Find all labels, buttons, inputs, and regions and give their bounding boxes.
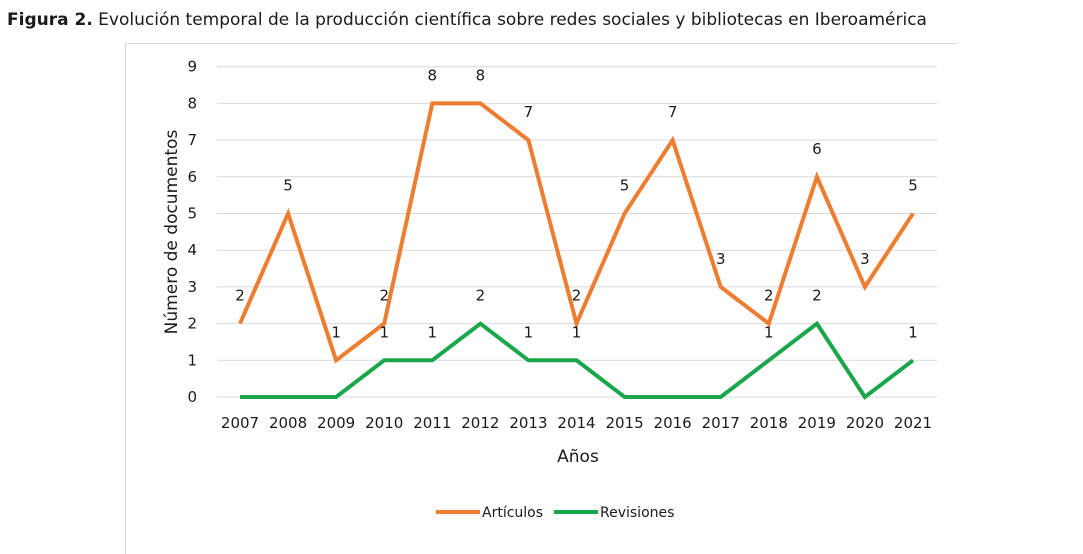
- y-axis-title: Número de documentos: [162, 130, 182, 335]
- data-label-articulos: 2: [235, 287, 245, 305]
- data-label-articulos: 5: [283, 177, 293, 195]
- x-tick-label: 2021: [894, 414, 932, 432]
- series-line-revisiones: [240, 320, 915, 400]
- y-tick-label: 6: [187, 168, 197, 186]
- x-tick-label: 2016: [654, 414, 692, 432]
- data-label-articulos: 3: [716, 250, 726, 268]
- x-tick-label: 2009: [317, 414, 355, 432]
- figure-caption-text: Evolución temporal de la producción cien…: [92, 10, 927, 30]
- x-tick-label: 2010: [365, 414, 403, 432]
- data-label-articulos: 7: [524, 103, 534, 121]
- data-label-revisiones: 1: [379, 323, 389, 341]
- x-tick-label: 2011: [413, 414, 451, 432]
- series-line-articulos: [238, 101, 915, 364]
- y-tick-label: 2: [187, 315, 197, 333]
- x-tick-label: 2019: [798, 414, 836, 432]
- x-tick-label: 2014: [557, 414, 595, 432]
- figure-caption: Figura 2. Evolución temporal de la produ…: [7, 10, 927, 30]
- data-label-revisiones: 1: [764, 323, 774, 341]
- x-tick-label: 2012: [461, 414, 499, 432]
- x-tick-label: 2007: [221, 414, 259, 432]
- data-label-revisiones: 1: [572, 323, 582, 341]
- data-label-revisiones: 1: [428, 323, 438, 341]
- y-tick-label: 3: [187, 278, 197, 296]
- legend-label-revisiones: Revisiones: [600, 505, 674, 521]
- data-label-articulos: 8: [428, 66, 438, 84]
- data-label-articulos: 5: [908, 177, 918, 195]
- y-tick-label: 7: [187, 131, 197, 149]
- data-label-revisiones: 2: [812, 287, 822, 305]
- data-label-articulos: 7: [668, 103, 678, 121]
- data-label-articulos: 8: [476, 66, 486, 84]
- frame-left-border: [125, 43, 126, 554]
- data-label-revisiones: 2: [476, 287, 486, 305]
- y-tick-label: 0: [187, 388, 197, 406]
- data-label-articulos: 5: [620, 177, 630, 195]
- x-tick-label: 2017: [702, 414, 740, 432]
- data-label-revisiones: 1: [524, 323, 534, 341]
- data-label-articulos: 2: [764, 287, 774, 305]
- y-tick-label: 1: [187, 351, 197, 369]
- data-label-articulos: 2: [572, 287, 582, 305]
- y-tick-label: 9: [187, 58, 197, 76]
- x-tick-label: 2008: [269, 414, 307, 432]
- data-label-articulos: 3: [860, 250, 870, 268]
- y-tick-label: 4: [187, 241, 197, 259]
- y-tick-label: 8: [187, 94, 197, 112]
- data-label-articulos: 2: [379, 287, 389, 305]
- figure-label: Figura 2.: [7, 10, 93, 30]
- data-label-articulos: 1: [331, 323, 341, 341]
- x-tick-label: 2015: [605, 414, 643, 432]
- legend-label-articulos: Artículos: [482, 505, 543, 521]
- x-tick-label: 2018: [750, 414, 788, 432]
- data-label-revisiones: 1: [908, 323, 918, 341]
- x-axis-title: Años: [557, 447, 599, 467]
- x-tick-label: 2013: [509, 414, 547, 432]
- data-label-articulos: 6: [812, 140, 822, 158]
- x-tick-label: 2020: [846, 414, 884, 432]
- y-tick-label: 5: [187, 205, 197, 223]
- frame-top-border: [125, 43, 958, 44]
